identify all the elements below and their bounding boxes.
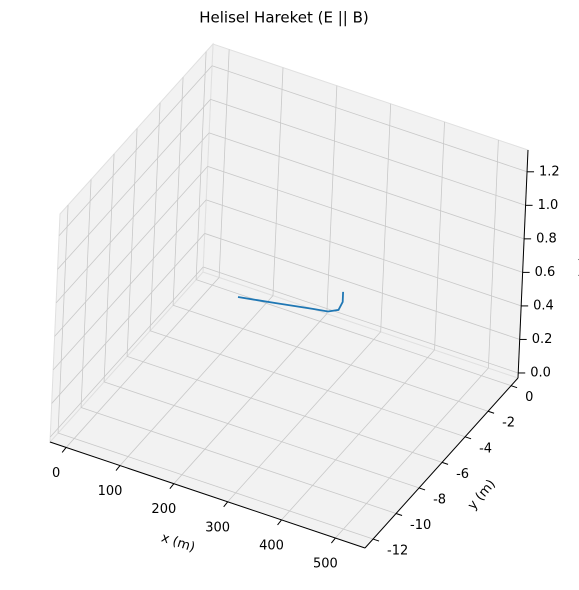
y-tick [487,410,495,414]
x-tick [223,501,229,508]
grid-line [80,407,397,514]
chart-title: Helisel Hareket (E || B) [199,9,369,27]
y-tick-label: -2 [502,416,515,431]
y-tick-label: -10 [410,518,431,533]
x-tick-label: 0 [52,466,60,481]
grid-line [218,49,230,278]
grid-line [207,166,523,273]
grid-line [203,266,519,374]
y-tick-label: 0 [525,390,533,405]
grid-line [103,381,420,489]
grid-line [380,103,392,332]
y-tick-label: -12 [387,544,408,559]
grid-line [173,313,328,484]
grid-line [65,277,220,448]
z-tick-label: 0.0 [530,365,551,380]
z-tick-label: 0.2 [532,332,553,347]
z-tick-label: 1.2 [539,164,560,179]
z-axis [517,149,529,379]
curve [237,291,344,313]
grid-line [204,233,520,340]
x-tick-label: 300 [205,520,230,535]
grid-line [52,199,207,371]
x-axis [49,441,366,549]
y-tick [395,513,403,516]
x-tick [61,447,67,453]
grid-line [57,99,211,270]
grid-line [487,140,499,369]
y-tick-label: -8 [433,492,446,507]
x-tick [277,519,282,526]
x-tick-label: 500 [313,557,338,572]
grid-line [326,85,338,314]
grid-line [149,330,466,438]
z-tick-label: 0.6 [535,265,556,280]
grid-line [227,331,381,503]
pane [49,42,214,444]
grid-line [126,355,443,463]
x-tick-label: 400 [259,538,284,553]
grid-line [51,233,205,404]
grid-line [206,199,522,307]
grid-line [58,65,213,237]
x-tick [169,483,175,489]
grid-line [211,65,528,173]
x-axis-label: x (m) [159,531,197,556]
y-tick [418,487,426,491]
grid-line [119,295,274,466]
grid-line [195,279,512,387]
y-tick [441,461,449,465]
x-tick [115,465,121,471]
grid-line [54,166,208,337]
grid-line [281,349,435,521]
grid-line [208,132,525,240]
y-axis [364,377,519,549]
z-tick-label: 0.8 [536,231,557,246]
y-tick [464,436,472,440]
z-tick-label: 1.0 [538,198,559,213]
y-axis-label: y (m) [465,477,499,513]
y-tick [510,385,518,389]
grid-line [49,266,204,438]
grid-line [172,304,489,412]
grid-line [57,432,374,540]
grid-line [335,367,489,539]
z-tick-label: 0.4 [533,298,554,313]
grid-line [210,98,526,206]
y-tick-label: -4 [479,441,492,456]
y-tick-label: -6 [456,467,469,482]
grid-line [55,132,210,304]
x-tick-label: 100 [98,484,123,499]
grid-line [272,67,284,296]
x-tick-label: 200 [151,502,176,517]
y-tick [372,538,380,542]
x-tick [330,537,336,544]
grid-line [434,121,445,350]
z-axis-label: z (m) [577,245,579,279]
